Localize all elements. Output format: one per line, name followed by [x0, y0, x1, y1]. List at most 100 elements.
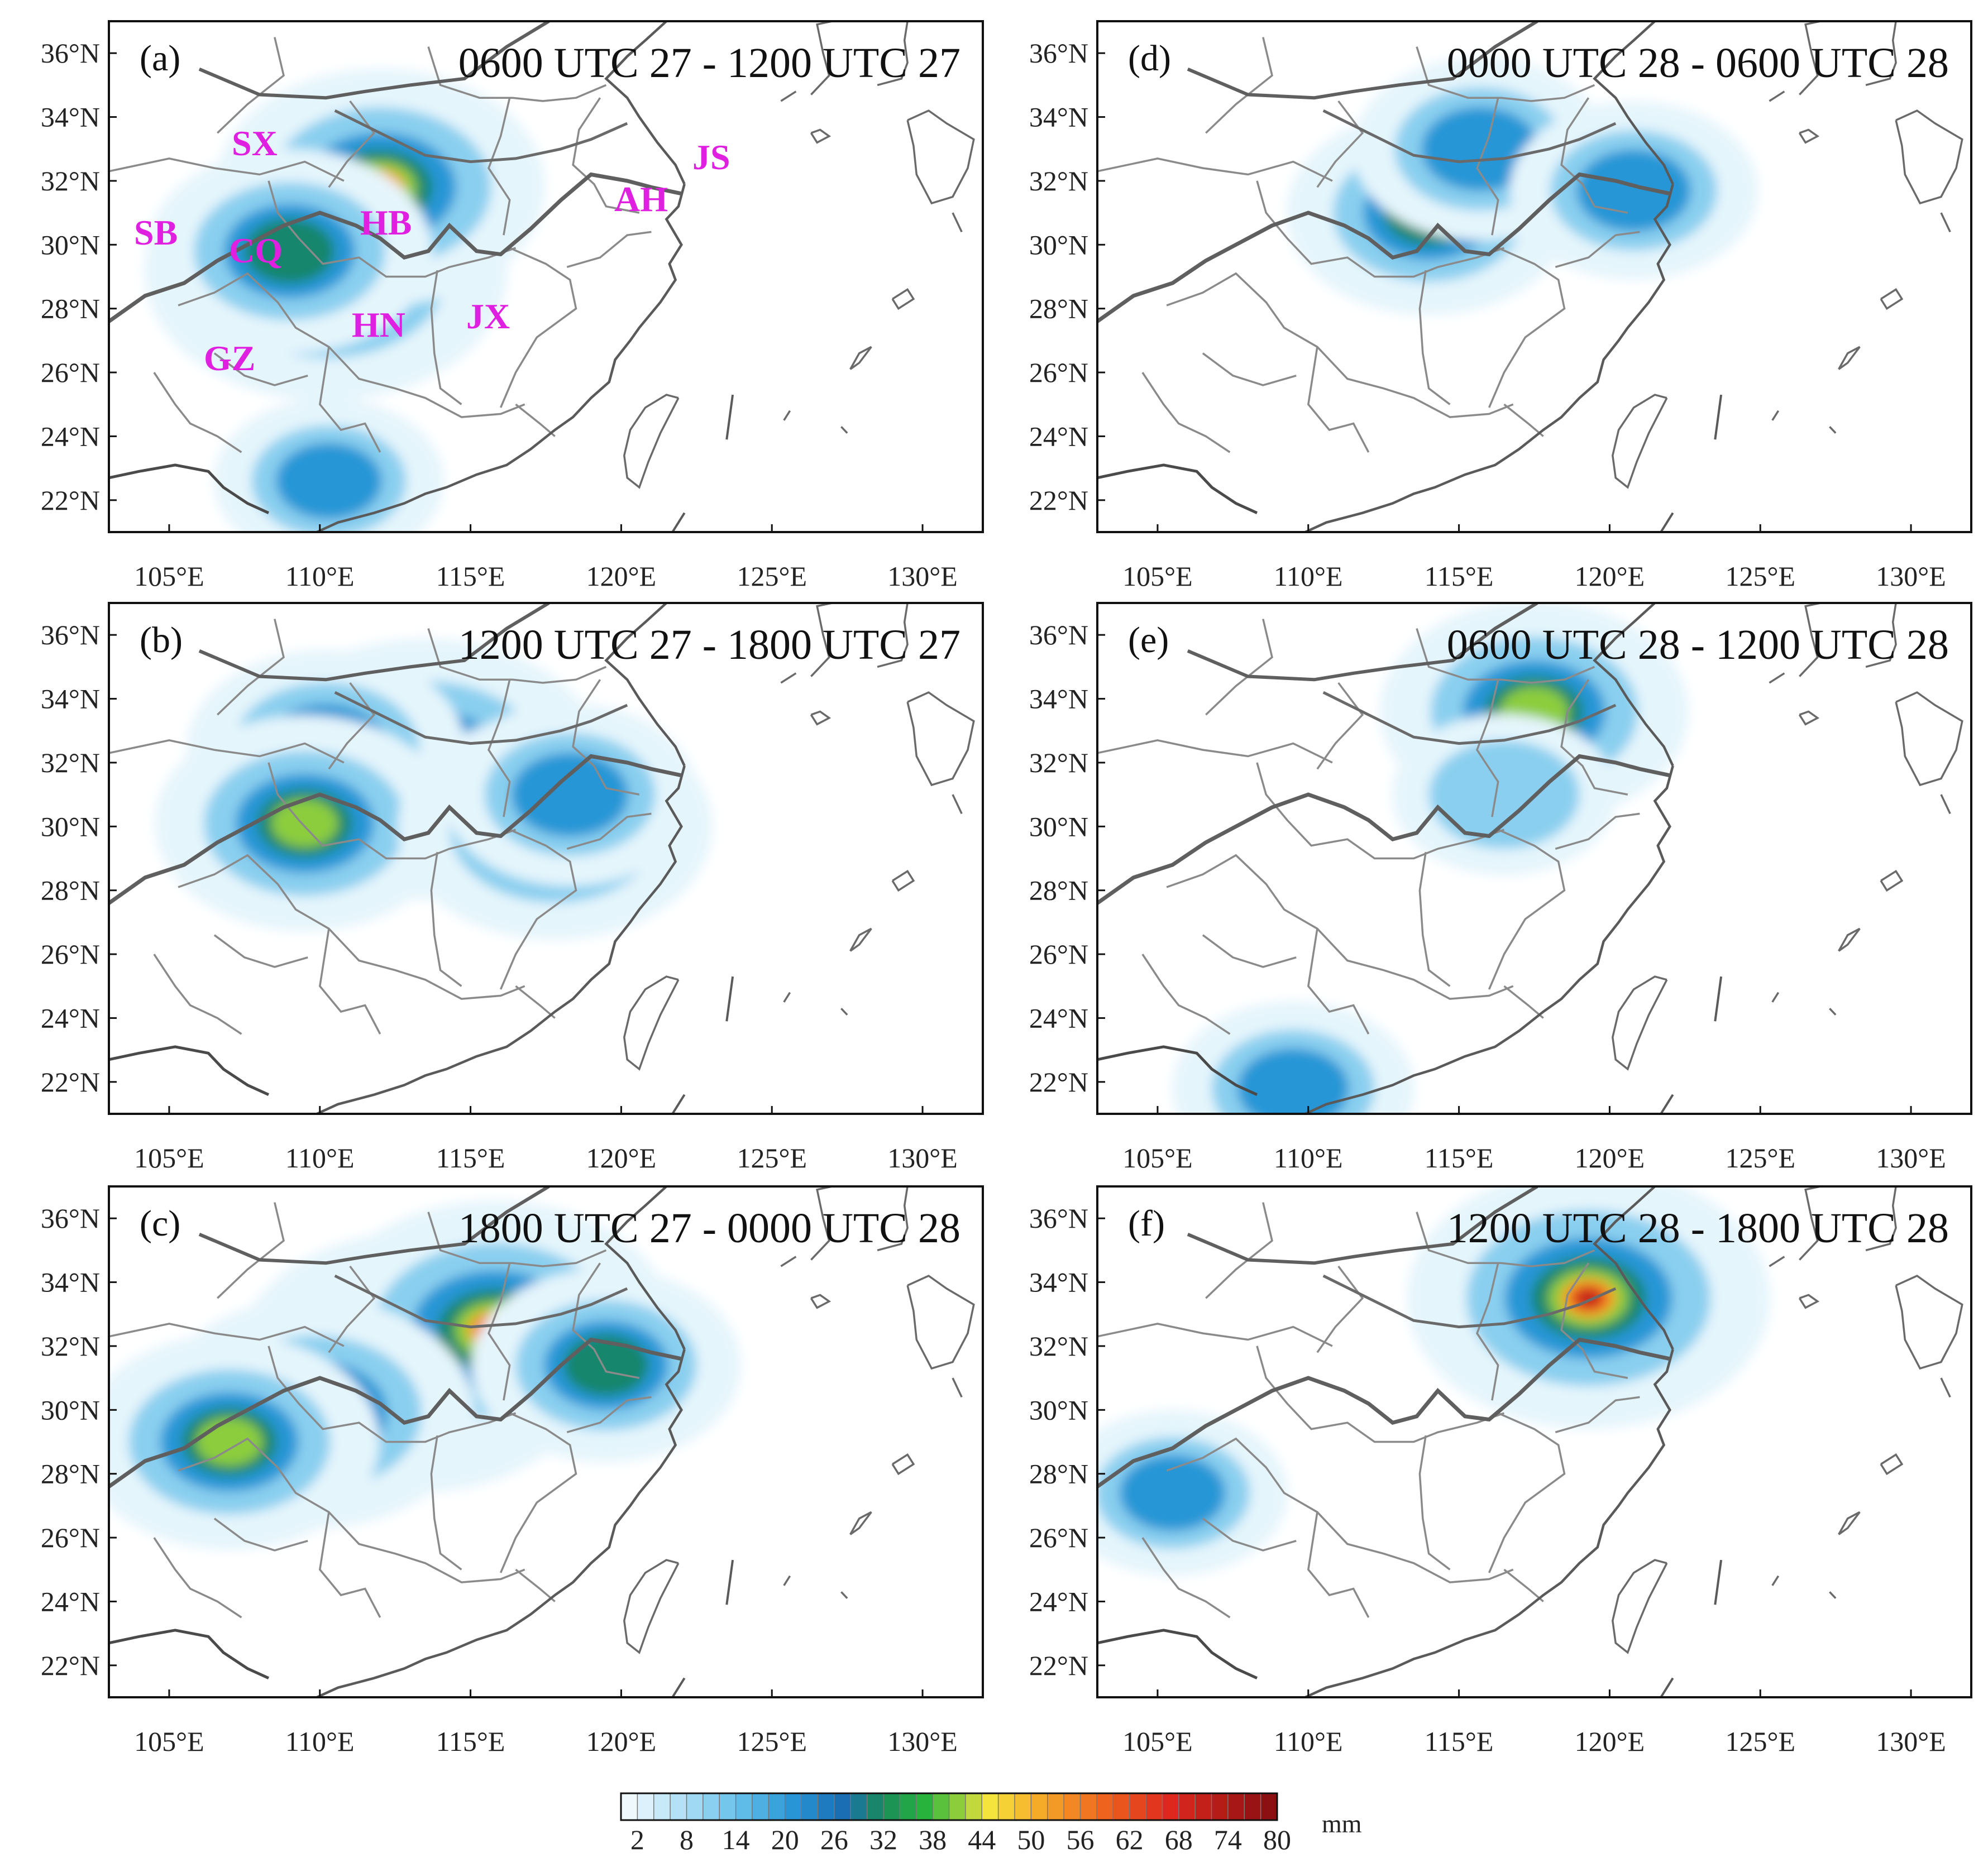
colorbar-tick-label: 50: [1017, 1824, 1045, 1855]
lon-tick-label: 105°E: [134, 1726, 204, 1757]
province-boundary: [572, 1262, 640, 1379]
colorbar-tick-label: 26: [820, 1824, 848, 1855]
colorbar-tick-label: 8: [680, 1824, 694, 1855]
colorbar-bin: [850, 1793, 868, 1820]
island-outline: [849, 1511, 872, 1535]
panel-frame: [108, 602, 984, 1115]
yangtze-river: [109, 172, 682, 323]
lat-tick-label: 22°N: [1029, 1650, 1088, 1681]
province-boundary: [109, 157, 345, 182]
province-label-hb: HB: [360, 203, 412, 242]
island-outline: [877, 603, 909, 668]
colorbar-bin: [1178, 1793, 1196, 1820]
island-outline: [1838, 1511, 1861, 1535]
lat-tick-label: 32°N: [41, 747, 100, 778]
province-boundary: [1476, 97, 1499, 236]
province-boundary: [213, 934, 308, 968]
province-boundary: [515, 1568, 556, 1602]
colorbar-bin: [900, 1793, 917, 1820]
province-boundary: [318, 347, 381, 453]
colorbar-bin: [1015, 1793, 1031, 1820]
national-border: [1097, 1045, 1258, 1096]
colorbar-bin: [998, 1793, 1015, 1820]
island-outline: [780, 672, 797, 684]
island-outline: [891, 1453, 915, 1476]
island-outline: [840, 1008, 848, 1016]
colorbar-tick-label: 20: [771, 1824, 799, 1855]
lon-tick-label: 120°E: [586, 561, 657, 592]
island-outline: [1829, 426, 1837, 434]
colorbar-bin: [703, 1793, 720, 1820]
province-boundary: [1097, 157, 1333, 182]
national-border: [109, 1629, 270, 1679]
colorbar-bin: [1047, 1793, 1064, 1820]
coastline: [1714, 976, 1723, 1022]
coastline: [725, 394, 734, 440]
province-boundary: [217, 619, 285, 716]
lat-tick-label: 36°N: [1029, 37, 1088, 69]
colorbar-bin: [1162, 1793, 1179, 1820]
lat-tick-label: 28°N: [1029, 1458, 1088, 1490]
colorbar: 2 8 14 20 26 32 38 44 50 56 62 68 74 80 mm: [620, 1792, 1362, 1855]
island-outline: [952, 1377, 963, 1398]
island-outline: [849, 346, 872, 370]
yellow-river: [198, 1186, 550, 1265]
yellow-river: [1187, 1186, 1538, 1265]
province-boundary: [153, 372, 242, 453]
island-outline: [810, 1294, 831, 1309]
colorbar-tick-label: 68: [1165, 1824, 1193, 1855]
province-boundary: [499, 1412, 577, 1573]
lat-tick-label: 34°N: [1029, 102, 1088, 133]
province-label-ah: AH: [614, 179, 668, 219]
colorbar-bin: [1146, 1793, 1163, 1820]
colorbar-bin: [1096, 1793, 1114, 1820]
colorbar-bin: [818, 1793, 835, 1820]
province-boundary: [153, 954, 242, 1035]
coastline: [1660, 1094, 1674, 1114]
map-panel-b: 36°N 34°N 32°N 30°N 28°N 26°N 24°N 22°N 105°E 110…: [41, 602, 984, 1174]
coastline: [316, 1349, 686, 1697]
province-boundary: [488, 97, 511, 236]
province-boundary: [572, 97, 640, 214]
national-border: [109, 1045, 270, 1096]
panel-period: 1200 UTC 27 - 1800 UTC 27: [458, 621, 960, 668]
colorbar-bin: [1195, 1793, 1212, 1820]
basemap: [1097, 1186, 1963, 1697]
province-boundary: [566, 231, 652, 268]
national-border: [1097, 1629, 1258, 1679]
colorbar-bin: [1211, 1793, 1229, 1820]
island-outline: [1799, 603, 1821, 677]
precip-center: [147, 149, 432, 354]
island-outline: [952, 212, 963, 233]
yellow-river: [1187, 21, 1538, 100]
lon-tick-label: 130°E: [1876, 561, 1946, 592]
yangtze-river: [109, 1337, 682, 1488]
panel-frame: [1096, 1185, 1972, 1698]
province-boundary: [1205, 1202, 1273, 1299]
basemap: [1097, 603, 1963, 1114]
lon-tick-label: 110°E: [1274, 1726, 1343, 1757]
province-label-sx: SX: [232, 123, 278, 163]
huai-river: [334, 109, 628, 164]
lon-tick-label: 130°E: [887, 1142, 958, 1174]
province-boundary: [1488, 829, 1566, 990]
lon-tick-label: 115°E: [436, 1142, 505, 1174]
yangtze-river: [1097, 1337, 1671, 1488]
island-outline: [1865, 21, 1897, 87]
province-boundary: [430, 1435, 462, 1571]
province-boundary: [1202, 934, 1297, 968]
lat-tick-label: 30°N: [1029, 229, 1088, 260]
lat-tick-label: 24°N: [41, 1586, 100, 1617]
lat-tick-label: 28°N: [1029, 293, 1088, 324]
basemap: [109, 21, 975, 532]
province-boundary: [1416, 1212, 1595, 1267]
island-outline: [783, 1575, 791, 1586]
island-outline: [906, 1275, 975, 1370]
lat-tick-label: 34°N: [1029, 1267, 1088, 1298]
lon-tick-label: 110°E: [285, 1726, 355, 1757]
precip-field: [155, 638, 713, 940]
lat-tick-label: 26°N: [41, 1522, 100, 1553]
colorbar-tick-label: 80: [1263, 1824, 1291, 1855]
province-boundary: [1560, 97, 1628, 214]
